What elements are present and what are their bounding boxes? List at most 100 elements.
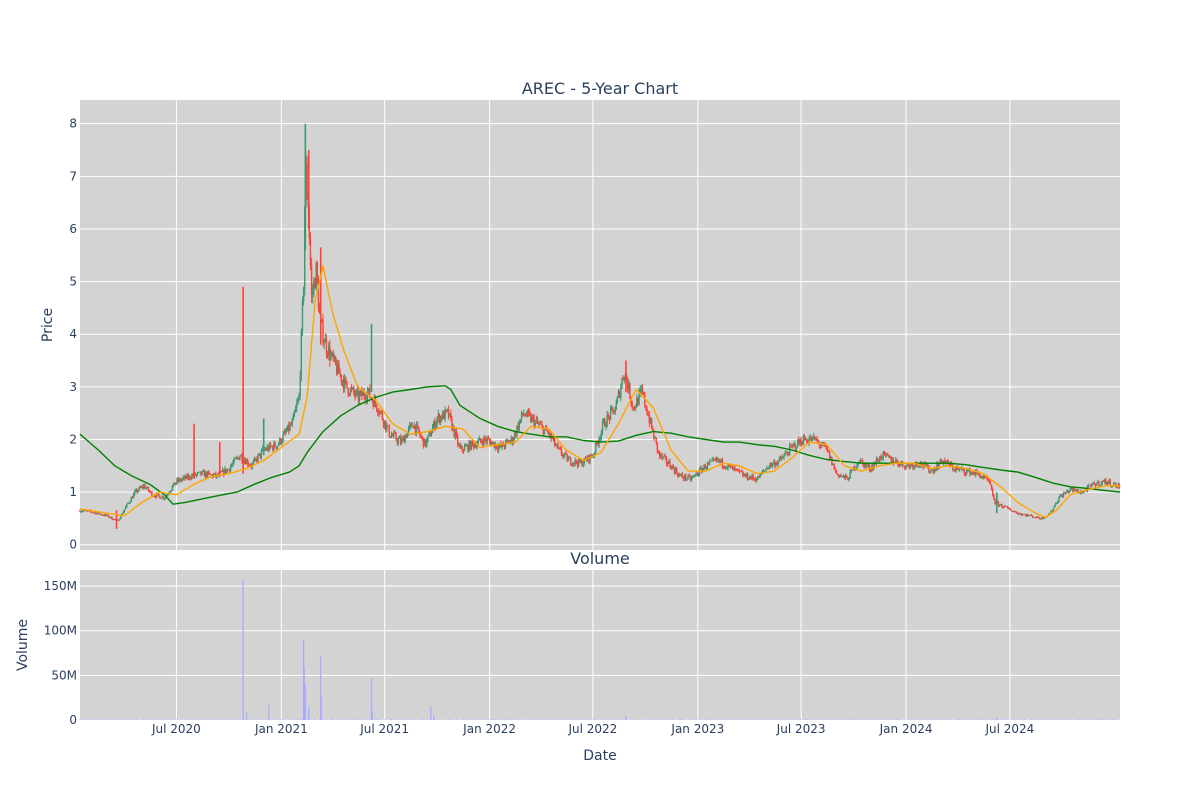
candle-body — [365, 399, 368, 401]
candle-body — [444, 409, 446, 419]
candle-body — [572, 462, 574, 465]
candle-body — [1037, 516, 1040, 518]
candle-body — [147, 487, 150, 491]
candle-body — [568, 457, 571, 459]
candle-body — [949, 463, 952, 467]
candle-body — [440, 416, 443, 420]
candle-body — [345, 378, 347, 381]
candle-body — [647, 414, 649, 416]
candle-body — [112, 519, 114, 521]
candle-body — [689, 476, 692, 480]
candle-body — [750, 476, 752, 479]
candle-body — [1087, 485, 1090, 487]
candle-body — [779, 457, 782, 459]
candle-body — [439, 416, 442, 423]
candle-body — [711, 459, 713, 461]
candle-body — [108, 517, 111, 519]
candle-body — [639, 390, 641, 393]
candle-body — [796, 439, 799, 448]
candle-body — [706, 462, 709, 468]
candle-body — [339, 373, 341, 375]
candle-body — [629, 383, 631, 399]
candle-body — [337, 363, 339, 374]
candle-body — [785, 452, 787, 454]
candle-body — [1021, 514, 1024, 516]
candle-body — [265, 449, 267, 451]
candle-body — [87, 510, 89, 512]
candle-body — [370, 397, 372, 399]
candle-body — [600, 431, 603, 438]
candle-body — [148, 490, 151, 492]
candle-body — [593, 452, 596, 455]
x-tick-label: Jan 2023 — [670, 722, 724, 736]
candle-body — [603, 419, 605, 423]
candle-body — [358, 393, 361, 401]
candle-body — [284, 431, 287, 433]
candle-body — [180, 479, 183, 481]
candle-body — [189, 478, 192, 480]
candle-body — [963, 469, 965, 474]
candle-body — [987, 479, 989, 481]
candle-body — [794, 443, 797, 449]
candle-body — [823, 442, 825, 445]
candle-body — [846, 475, 848, 478]
candle-body — [1001, 504, 1003, 507]
candle-body — [980, 477, 983, 479]
candle-body — [257, 455, 259, 462]
candle-body — [468, 441, 470, 451]
candle-body — [520, 412, 523, 420]
candle-body — [355, 391, 357, 396]
candle-body — [1011, 511, 1013, 512]
candle-body — [1074, 488, 1076, 491]
candle-body — [166, 494, 168, 497]
candle-body — [833, 463, 835, 470]
candle-body — [955, 467, 957, 471]
candle-body — [344, 378, 346, 389]
candle-body — [631, 402, 633, 408]
candle-body — [515, 432, 517, 436]
candle-body — [665, 457, 668, 464]
candle-body — [325, 338, 328, 353]
candle-body — [889, 456, 891, 458]
candle-body — [556, 444, 558, 446]
candle-body — [857, 463, 859, 465]
candle-body — [743, 474, 745, 477]
candle-body — [962, 467, 964, 470]
x-tick-label: Jul 2024 — [984, 722, 1034, 736]
candle-body — [567, 458, 570, 462]
candle-body — [742, 472, 744, 477]
candle-body — [726, 467, 728, 469]
candle-body — [472, 443, 475, 448]
candle-body — [812, 435, 815, 437]
candle-body — [405, 435, 408, 438]
candle-body — [1060, 495, 1062, 497]
candle-body — [669, 461, 671, 467]
candle-body — [323, 342, 325, 344]
candle-body — [228, 468, 231, 471]
candle-body — [447, 409, 450, 417]
candle-body — [186, 474, 188, 479]
candle-body — [1040, 518, 1042, 520]
candle-body — [958, 468, 961, 470]
candle-body — [769, 463, 771, 467]
candle-body — [988, 479, 991, 483]
candle-body — [83, 510, 86, 511]
candle-body — [850, 469, 853, 472]
candle-body — [348, 394, 350, 396]
candle-body — [501, 443, 503, 447]
candle-body — [690, 477, 693, 480]
candle-body — [167, 494, 169, 495]
candle-body — [621, 379, 623, 388]
candle-body — [1028, 515, 1030, 517]
candle-body — [982, 475, 985, 478]
candle-body — [160, 498, 162, 500]
candle-body — [151, 491, 153, 497]
candle-body — [640, 388, 643, 391]
candle-body — [96, 513, 98, 515]
candle-body — [558, 447, 560, 449]
candle-body — [498, 446, 500, 450]
candle-body — [315, 262, 317, 289]
ma-short-line — [79, 265, 1120, 519]
candle-body — [255, 458, 257, 460]
candle-body — [98, 512, 101, 515]
